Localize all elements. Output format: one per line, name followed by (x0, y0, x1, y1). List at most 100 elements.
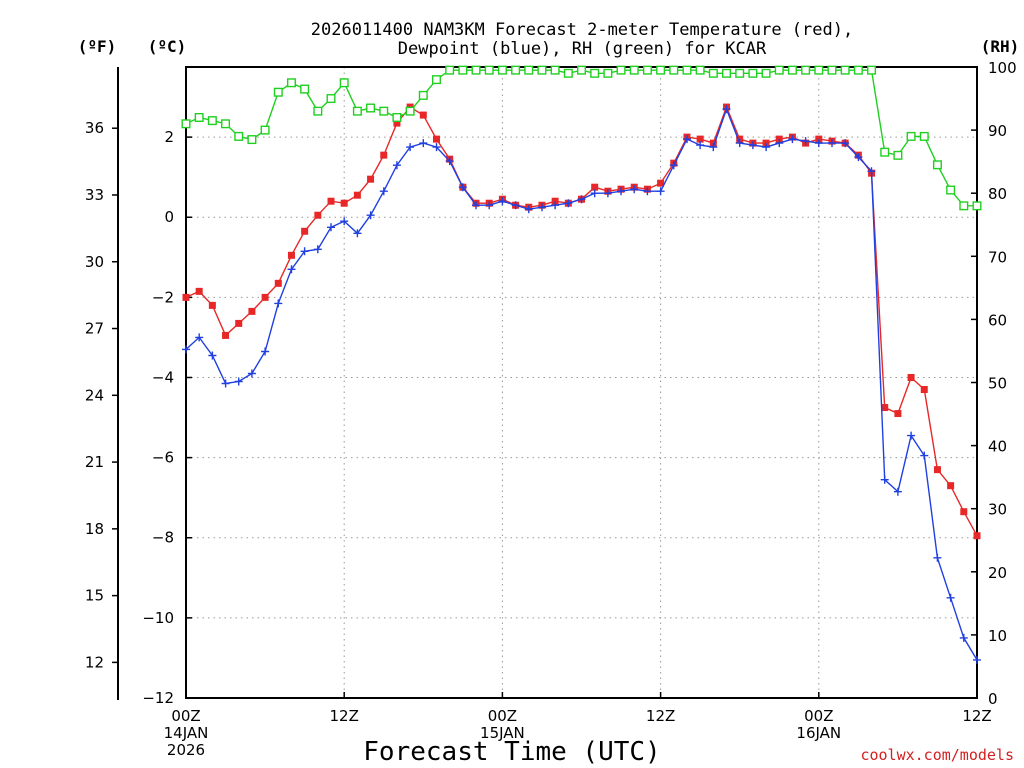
celsius-tick-label: 0 (164, 208, 174, 226)
rh-point (616, 65, 626, 75)
dewpoint-point (313, 245, 322, 254)
rh-point (787, 65, 797, 75)
dewpoint-point (656, 187, 665, 196)
dewpoint-point (234, 377, 243, 386)
rh-point (431, 75, 441, 85)
rh-tick-label: 100 (988, 59, 1017, 77)
rh-point (221, 119, 231, 129)
rh-point (853, 65, 863, 75)
rh-point (932, 160, 942, 170)
chart-title-line2: Dewpoint (blue), RH (green) for KCAR (398, 39, 767, 59)
temperature-point (208, 301, 216, 309)
rh-point (484, 65, 494, 75)
dewpoint-point (406, 143, 415, 152)
dewpoint-point (392, 161, 401, 170)
credit-text: coolwx.com/models (860, 746, 1014, 764)
rh-tick-label: 70 (988, 248, 1007, 266)
dewpoint-point (458, 183, 467, 192)
temperature-point (907, 373, 915, 381)
dewpoint-point (603, 189, 612, 198)
temperature-point (261, 293, 269, 301)
dewpoint-point (920, 451, 929, 460)
dewpoint-point (669, 161, 678, 170)
temperature-point (960, 508, 968, 516)
rh-point (273, 87, 283, 97)
rh-point (761, 68, 771, 78)
dewpoint-point (366, 211, 375, 220)
temperature-point (327, 197, 335, 205)
dewpoint-point (722, 105, 731, 114)
rh-point (682, 65, 692, 75)
temperature-point (367, 175, 375, 183)
temperature-point (235, 319, 243, 327)
rh-unit-label: (RH) (981, 37, 1020, 56)
rh-point (827, 65, 837, 75)
rh-point (656, 65, 666, 75)
dewpoint-point (630, 185, 639, 194)
rh-point (339, 78, 349, 88)
rh-tick-label: 90 (988, 122, 1007, 140)
dewpoint-point (564, 199, 573, 208)
rh-point (445, 65, 455, 75)
x-tick-label: 12Z (330, 707, 359, 725)
rh-point (695, 65, 705, 75)
temperature-point (222, 331, 230, 339)
rh-point (524, 65, 534, 75)
rh-tick-label: 30 (988, 501, 1007, 519)
dewpoint-point (748, 141, 757, 150)
tick-labels: −12 −10 −8 −6 −4 −2 0 2 12 15 18 21 24 27 30 33 36 0 10 20 3… (85, 59, 1017, 759)
dewpoint-point (933, 553, 942, 562)
rh-tick-label: 80 (988, 185, 1007, 203)
rh-point (748, 68, 758, 78)
plot-frame (185, 66, 978, 699)
rh-point (418, 90, 428, 100)
dewpoint-point (327, 223, 335, 232)
temperature-point (274, 279, 282, 287)
dewpoint-point (590, 189, 599, 198)
temperature-point (432, 135, 440, 143)
dewpoint-point (946, 593, 955, 602)
rh-point (511, 65, 521, 75)
dewpoint-point (709, 143, 718, 152)
temperature-point (314, 211, 322, 219)
rh-tick-label: 40 (988, 438, 1007, 456)
fahrenheit-tick-label: 33 (85, 186, 104, 204)
rh-point (234, 131, 244, 141)
rh-point (590, 68, 600, 78)
dewpoint-point (959, 633, 968, 642)
dewpoint-point (353, 229, 362, 238)
rh-point (181, 119, 191, 129)
dewpoint-point (828, 139, 836, 148)
rh-point (326, 94, 336, 104)
gridlines (186, 67, 977, 699)
dewpoint-point (261, 347, 270, 356)
dewpoint-point (762, 143, 771, 152)
dewpoint-point (788, 135, 797, 144)
dewpoint-point (195, 333, 204, 342)
fahrenheit-tick-label: 27 (85, 320, 104, 338)
temperature-point (881, 404, 889, 412)
rh-point (722, 68, 732, 78)
rh-point (880, 147, 890, 157)
dewpoint-point (893, 487, 902, 496)
rh-point (735, 68, 745, 78)
dewpoint-point (854, 153, 863, 162)
data-series (181, 65, 982, 664)
fahrenheit-tick-label: 24 (85, 386, 104, 404)
rh-point (919, 131, 929, 141)
rh-point (260, 125, 270, 135)
dewpoint-point (419, 139, 428, 148)
x-tick-label: 15JAN (480, 724, 525, 742)
fahrenheit-tick-label: 30 (85, 253, 104, 271)
rh-point (392, 112, 402, 122)
rh-point (669, 65, 679, 75)
dewpoint-point (208, 351, 217, 360)
dewpoint-point (300, 247, 309, 256)
temperature-line (185, 105, 978, 537)
x-tick-label: 2026 (167, 741, 205, 759)
celsius-tick-label: −10 (142, 609, 174, 627)
rh-point (959, 201, 969, 211)
temperature-point (933, 466, 941, 474)
temperature-point (380, 151, 388, 159)
celsius-tick-label: −8 (152, 529, 174, 547)
